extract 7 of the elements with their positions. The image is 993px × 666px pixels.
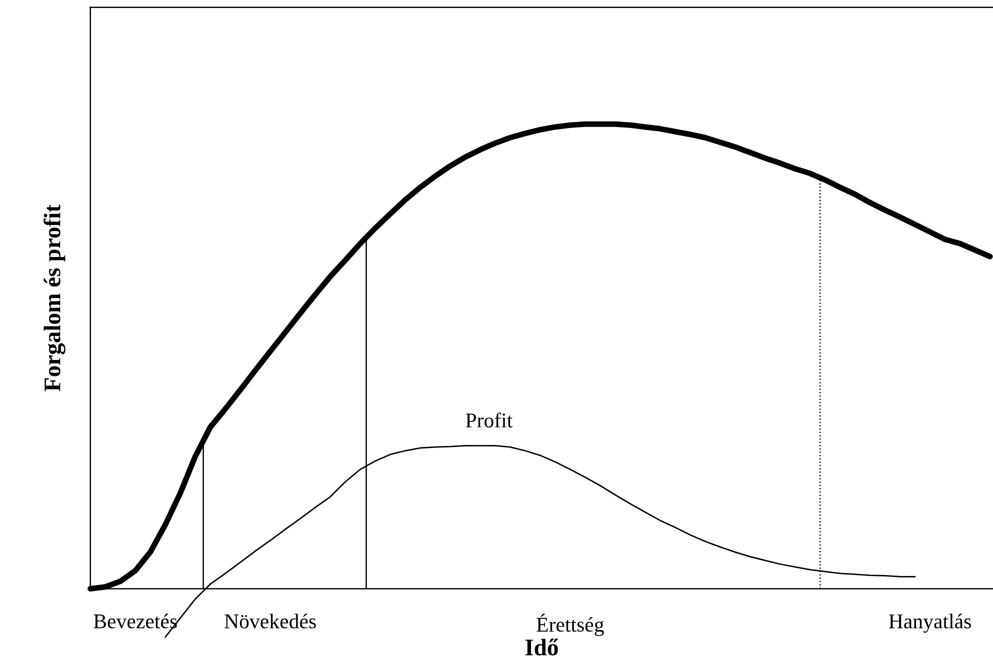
x-tick-label: Érettség [536,614,604,636]
x-tick-label: Növekedés [224,614,316,628]
annotation: Profit [466,412,513,428]
y-axis-title: Forgalom és profit [44,204,66,392]
x-axis-title: Idő [525,638,558,656]
x-tick-label: Hanyatlás [888,614,971,633]
x-tick-label: Bevezetés [94,614,177,628]
